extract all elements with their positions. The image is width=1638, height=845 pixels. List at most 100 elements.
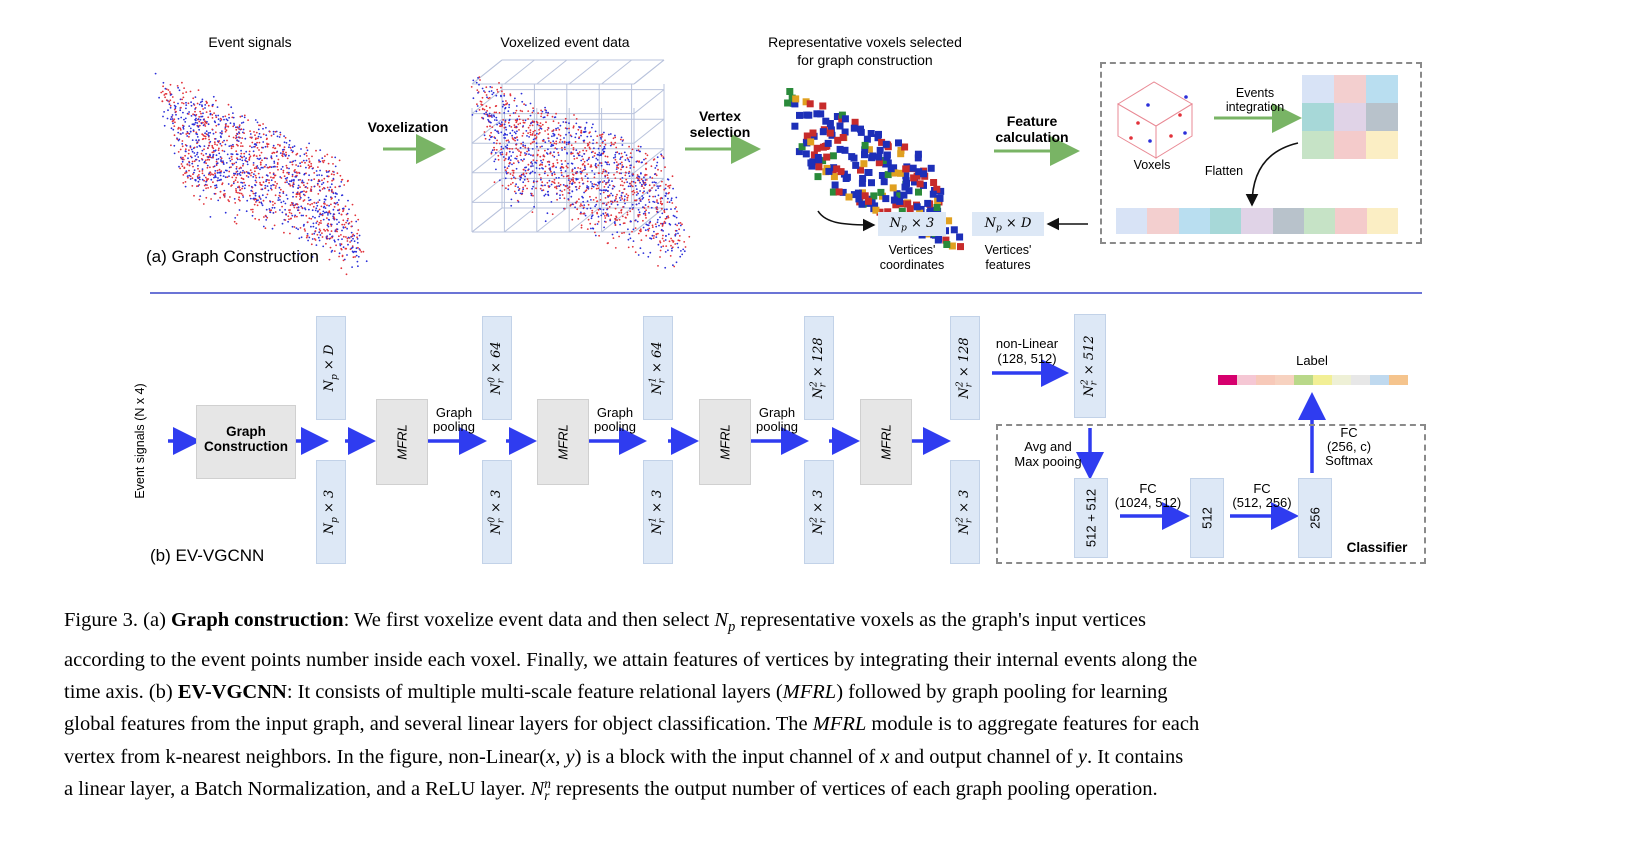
voxel-cube [813, 110, 821, 118]
event-point [629, 185, 632, 188]
event-point [625, 154, 628, 157]
event-point [532, 138, 535, 141]
event-point [565, 185, 567, 188]
event-point [225, 125, 227, 128]
event-point [204, 125, 207, 127]
event-point [326, 175, 329, 178]
voxel-cube [815, 156, 823, 164]
event-point [294, 204, 296, 207]
voxel-cube [814, 173, 822, 181]
event-point [173, 152, 176, 155]
dim-label: Np × 3 [322, 489, 340, 535]
event-point [678, 239, 681, 242]
event-point [219, 190, 222, 193]
event-point [531, 163, 534, 165]
event-point [214, 184, 216, 187]
event-point [239, 174, 242, 177]
event-point [607, 242, 609, 244]
event-point [170, 116, 173, 118]
event-point [289, 184, 292, 187]
event-point [532, 159, 535, 162]
event-point [516, 199, 519, 202]
event-point [597, 181, 600, 184]
event-point [536, 132, 538, 135]
event-point [308, 208, 310, 211]
event-point [571, 218, 574, 221]
event-point [229, 122, 232, 124]
event-point [663, 211, 666, 214]
event-point [241, 145, 244, 148]
event-point [302, 214, 304, 217]
event-point [524, 146, 527, 149]
event-point [646, 192, 649, 194]
event-point [608, 163, 611, 166]
event-point [245, 210, 248, 213]
event-point [603, 180, 606, 182]
event-point [617, 167, 620, 169]
event-point [310, 162, 313, 165]
event-point [254, 174, 257, 177]
event-point [332, 170, 334, 173]
voxel-cube [891, 169, 899, 177]
event-point [203, 123, 206, 125]
event-point [234, 172, 237, 175]
event-point [513, 176, 515, 179]
event-point [518, 129, 520, 131]
event-point [517, 186, 519, 189]
event-point [177, 131, 180, 134]
event-point [171, 120, 174, 123]
voxel-cube [836, 145, 844, 153]
event-point [664, 266, 667, 269]
event-point [663, 188, 666, 191]
event-point [560, 159, 563, 162]
event-point [531, 124, 534, 127]
feature-grid-cell [1302, 103, 1334, 131]
event-point [322, 206, 325, 209]
event-point [222, 175, 225, 178]
event-point [220, 159, 222, 161]
event-point [290, 149, 293, 152]
event-point [580, 211, 582, 214]
event-point [323, 186, 325, 189]
event-point [656, 221, 659, 224]
event-point [507, 171, 509, 174]
feature-grid-cell [1334, 103, 1366, 131]
event-point [515, 121, 518, 124]
event-point [258, 218, 260, 221]
event-point [485, 111, 487, 114]
event-point [188, 174, 191, 177]
event-point [272, 144, 275, 147]
event-point [675, 229, 678, 232]
event-point [219, 117, 222, 120]
event-point [239, 115, 242, 118]
event-point [197, 89, 200, 91]
event-point [546, 129, 549, 131]
event-point [250, 171, 253, 174]
event-point [521, 100, 524, 103]
figure-caption: Figure 3. (a) Graph construction: We fir… [64, 604, 1500, 806]
event-point [644, 152, 647, 155]
event-point [291, 203, 294, 206]
event-point [545, 109, 547, 112]
event-point [561, 194, 564, 196]
event-point [622, 184, 624, 187]
event-point [325, 237, 328, 240]
event-point [663, 208, 666, 211]
event-point [589, 147, 591, 150]
event-point [162, 81, 165, 84]
event-point [241, 182, 244, 184]
label-cell [1218, 375, 1237, 385]
event-point [578, 187, 580, 190]
event-point [563, 137, 565, 139]
event-point [271, 206, 274, 209]
event-point [318, 159, 320, 162]
event-point [243, 155, 246, 158]
event-point [326, 180, 329, 183]
event-point [305, 152, 308, 155]
event-point [288, 211, 291, 214]
event-point [607, 177, 609, 179]
event-point [201, 98, 204, 101]
event-point [277, 197, 280, 199]
voxel-cube [836, 122, 844, 130]
event-point [284, 154, 287, 157]
